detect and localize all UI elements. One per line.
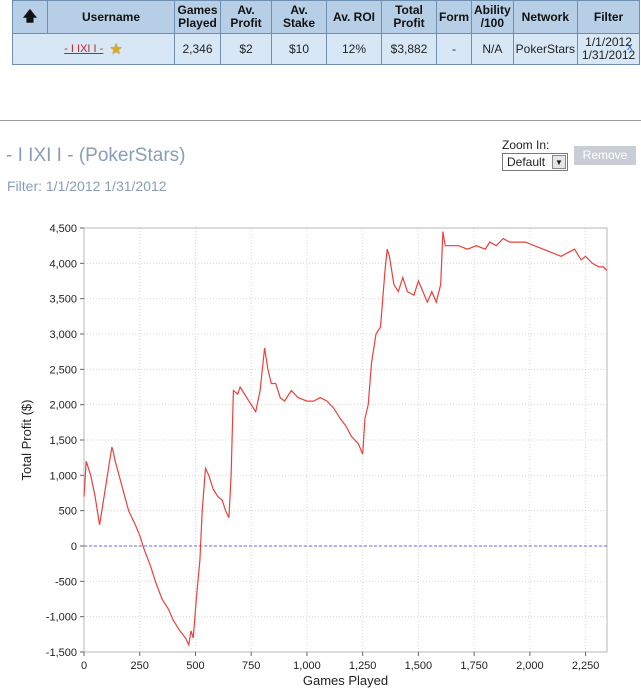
header-network[interactable]: Network xyxy=(512,0,579,34)
profit-series-line xyxy=(83,231,608,647)
x-tick-label: 500 xyxy=(186,660,204,672)
username-link[interactable]: - I IXI I - xyxy=(64,43,104,55)
stats-table: 🡅 Username Games Played Av. Profit Av. Stak… xyxy=(12,0,641,65)
y-tick-label: 1,000 xyxy=(49,470,77,482)
y-tick-label: 2,000 xyxy=(49,400,77,412)
y-tick-label: 3,500 xyxy=(49,294,77,306)
y-tick-label: 500 xyxy=(59,506,77,518)
x-tick-label: 750 xyxy=(242,660,260,672)
divider xyxy=(0,120,641,121)
header-av-profit[interactable]: Av. Profit xyxy=(220,0,272,34)
filter-value: 1/1/2012 1/31/2012 xyxy=(577,33,641,65)
remove-zoom-button[interactable]: Remove xyxy=(574,146,636,165)
x-tick-label: 2,250 xyxy=(572,660,600,672)
x-axis-label: Games Played xyxy=(303,673,388,688)
x-tick-label: 0 xyxy=(81,660,87,672)
y-tick-label: 2,500 xyxy=(49,364,77,376)
sort-header[interactable]: 🡅 xyxy=(12,0,48,34)
remove-row-button[interactable]: x xyxy=(627,41,633,53)
arrow-up-icon: 🡅 xyxy=(22,8,38,24)
x-tick-label: 250 xyxy=(131,660,149,672)
x-tick-label: 1,000 xyxy=(293,660,321,672)
form-value: - xyxy=(436,33,472,65)
y-tick-label: -500 xyxy=(55,576,77,588)
filter-label: Filter: 1/1/2012 1/31/2012 xyxy=(7,178,167,194)
header-filter[interactable]: Filter xyxy=(577,0,641,34)
network-value: PokerStars xyxy=(512,33,579,65)
chevron-down-icon[interactable]: ▼ xyxy=(552,155,566,169)
x-tick-label: 1,750 xyxy=(460,660,488,672)
x-tick-label: 2,000 xyxy=(516,660,544,672)
zoom-label: Zoom In: xyxy=(502,138,550,152)
header-form[interactable]: Form xyxy=(436,0,472,34)
x-tick-label: 1,250 xyxy=(349,660,377,672)
av-stake-value: $10 xyxy=(271,33,327,65)
y-tick-label: -1,500 xyxy=(46,647,77,659)
star-icon[interactable]: ★ xyxy=(109,41,123,58)
total-profit-value: $3,882 xyxy=(381,33,437,65)
av-roi-value: 12% xyxy=(326,33,382,65)
zoom-select[interactable]: Default ▼ xyxy=(502,153,568,171)
profit-chart: 4,500 4,000 3,500 3,000 2,500 2,000 1,500 1,000… xyxy=(19,223,608,688)
y-tick-label: 3,000 xyxy=(49,329,77,341)
chart-grid xyxy=(83,227,607,653)
header-games-played[interactable]: Games Played xyxy=(174,0,221,34)
y-tick-label: -1,000 xyxy=(46,612,77,624)
x-tick-label: 1,500 xyxy=(405,660,433,672)
header-ability[interactable]: Ability/100 xyxy=(471,0,514,34)
zoom-selected-value: Default xyxy=(507,155,546,169)
y-tick-label: 0 xyxy=(71,541,77,553)
header-username[interactable]: Username xyxy=(47,0,175,34)
av-profit-value: $2 xyxy=(220,33,272,65)
y-tick-label: 4,000 xyxy=(49,258,77,270)
table-row: - I IXI I - ★ 2,346 $2 $10 12% $3,882 - N… xyxy=(12,33,641,65)
y-tick-label: 4,500 xyxy=(49,223,77,235)
x-axis-ticks: 0 250 500 750 1,000 1,250 1,500 1,750 2,000 2,250 xyxy=(81,652,599,672)
y-axis-ticks: 4,500 4,000 3,500 3,000 2,500 2,000 1,500 1,000… xyxy=(46,223,84,659)
y-tick-label: 1,500 xyxy=(49,435,77,447)
y-axis-label: Total Profit ($) xyxy=(19,400,34,481)
ability-value: N/A xyxy=(471,33,514,65)
games-played-value: 2,346 xyxy=(174,33,221,65)
username-cell: - I IXI I - ★ xyxy=(12,33,175,65)
page-title: - I IXI I - (PokerStars) xyxy=(6,145,186,166)
header-total-profit[interactable]: Total Profit xyxy=(381,0,437,34)
header-av-roi[interactable]: Av. ROI xyxy=(326,0,382,34)
header-av-stake[interactable]: Av. Stake xyxy=(271,0,327,34)
